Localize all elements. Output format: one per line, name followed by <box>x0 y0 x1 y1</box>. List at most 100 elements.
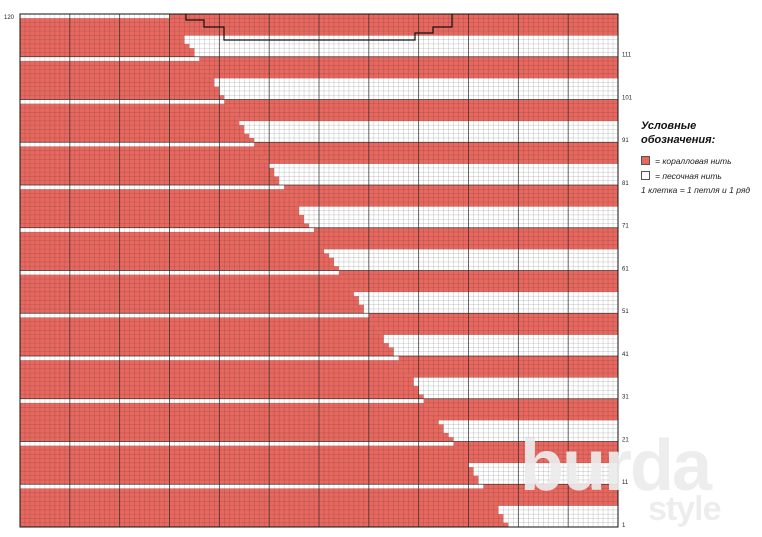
coral-left-row <box>20 244 324 250</box>
coral-left-row <box>20 321 374 327</box>
coral-left-row <box>20 108 235 113</box>
coral-left-row <box>20 377 414 382</box>
coral-left-row <box>20 428 444 434</box>
coral-left-row <box>20 112 235 117</box>
coral-stripe-row <box>493 497 618 502</box>
coral-left-row <box>20 287 354 293</box>
legend-title-line1: Условные <box>641 120 697 132</box>
legend-coral-label: = коралловая нить <box>655 155 732 166</box>
row-label: 81 <box>622 181 629 187</box>
coral-left-row <box>20 317 374 322</box>
coral-stripe-row <box>493 501 618 506</box>
coral-left-row <box>20 291 354 297</box>
sand-swatch <box>641 171 650 180</box>
coral-stripe-row <box>403 364 618 370</box>
coral-left-row <box>20 364 404 370</box>
row-label: 111 <box>622 53 632 59</box>
coral-left-row <box>20 69 205 75</box>
coral-left-row <box>20 48 195 53</box>
coral-left-row <box>20 279 344 284</box>
coral-left-row <box>20 488 484 493</box>
coral-stripe-row <box>483 488 618 493</box>
row-label: 101 <box>622 95 633 101</box>
coral-stripe-row <box>174 18 618 23</box>
coral-left-row <box>20 189 285 194</box>
legend-title-line2: обозначения: <box>641 134 716 146</box>
coral-stripe-row <box>343 279 618 284</box>
coral-left-row <box>20 407 434 412</box>
row-label: 21 <box>622 437 629 443</box>
coral-left-row <box>20 424 444 429</box>
coral-left-row <box>20 308 364 314</box>
row-label: 31 <box>622 395 629 401</box>
coral-stripe-row <box>373 317 618 322</box>
coral-stripe-row <box>284 189 618 194</box>
coral-stripe-row <box>343 274 618 280</box>
coral-left-row <box>20 39 185 45</box>
coral-left-row <box>20 137 255 143</box>
grid-lines <box>19 13 619 528</box>
coral-left-row <box>20 458 464 464</box>
coral-left-row <box>20 159 265 164</box>
legend: Условные обозначения: = коралловая нить … <box>641 119 762 195</box>
coral-stripe-row <box>204 69 618 75</box>
coral-left-row <box>20 155 265 160</box>
coral-stripe-row <box>433 407 618 412</box>
row-label: 91 <box>622 138 629 144</box>
coral-left-row <box>20 232 315 237</box>
coral-stripe-row <box>353 287 618 293</box>
coral-left-row <box>20 65 205 70</box>
coral-left-row <box>20 52 195 57</box>
coral-left-row <box>20 411 434 417</box>
coral-left-row <box>20 351 394 357</box>
coral-stripe-row <box>264 155 618 160</box>
coral-left-row <box>20 338 384 344</box>
coral-stripe-row <box>453 441 618 446</box>
coral-stripe-row <box>463 454 618 459</box>
coral-left-row <box>20 518 504 523</box>
coral-stripe-row <box>463 458 618 464</box>
coral-left-row <box>20 381 414 387</box>
legend-item-coral: = коралловая нить <box>641 153 762 168</box>
row-label-top: 120 <box>4 15 15 21</box>
coral-left-row <box>20 334 384 340</box>
coral-left-row <box>20 437 454 442</box>
coral-left-row <box>20 214 305 220</box>
legend-sand-label: = песочная нить <box>655 170 722 181</box>
coral-stripe-row <box>423 398 618 404</box>
coral-left-row <box>20 249 324 254</box>
row-label: 1 <box>622 523 626 529</box>
coral-left-row <box>20 497 494 502</box>
coral-left-row <box>20 274 344 280</box>
coral-stripe-row <box>433 411 618 417</box>
coral-stripe-row <box>234 108 619 113</box>
coral-left-row <box>20 471 474 476</box>
neckline-outline <box>185 14 453 41</box>
coral-left-row <box>20 501 494 506</box>
coral-left-row <box>20 95 225 100</box>
coral-left-row <box>20 467 474 472</box>
coral-stripe-row <box>483 484 618 489</box>
legend-note: 1 клетка = 1 петля и 1 ряд <box>641 185 751 195</box>
coral-stripe-row <box>234 112 619 117</box>
row-label: 11 <box>622 480 629 486</box>
coral-stripe-row <box>224 99 619 104</box>
coral-left-row <box>20 394 424 399</box>
coral-left-row <box>20 514 504 519</box>
coral-stripe-row <box>294 197 618 203</box>
row-label: 51 <box>622 309 629 315</box>
coral-stripe-row <box>254 142 618 147</box>
coral-left-row <box>20 125 245 130</box>
legend-title: Условные обозначения: <box>641 119 762 147</box>
coral-left-row <box>20 129 245 134</box>
coral-left-row <box>20 35 185 40</box>
legend-item-sand: = песочная нить <box>641 168 762 183</box>
row-label: 71 <box>622 224 629 230</box>
coral-left-row <box>20 257 334 263</box>
coral-stripe-row <box>284 185 618 190</box>
row-label: 61 <box>622 266 629 272</box>
coral-left-row <box>20 202 295 207</box>
coral-stripe-row <box>204 65 618 70</box>
coral-stripe-row <box>323 244 618 250</box>
